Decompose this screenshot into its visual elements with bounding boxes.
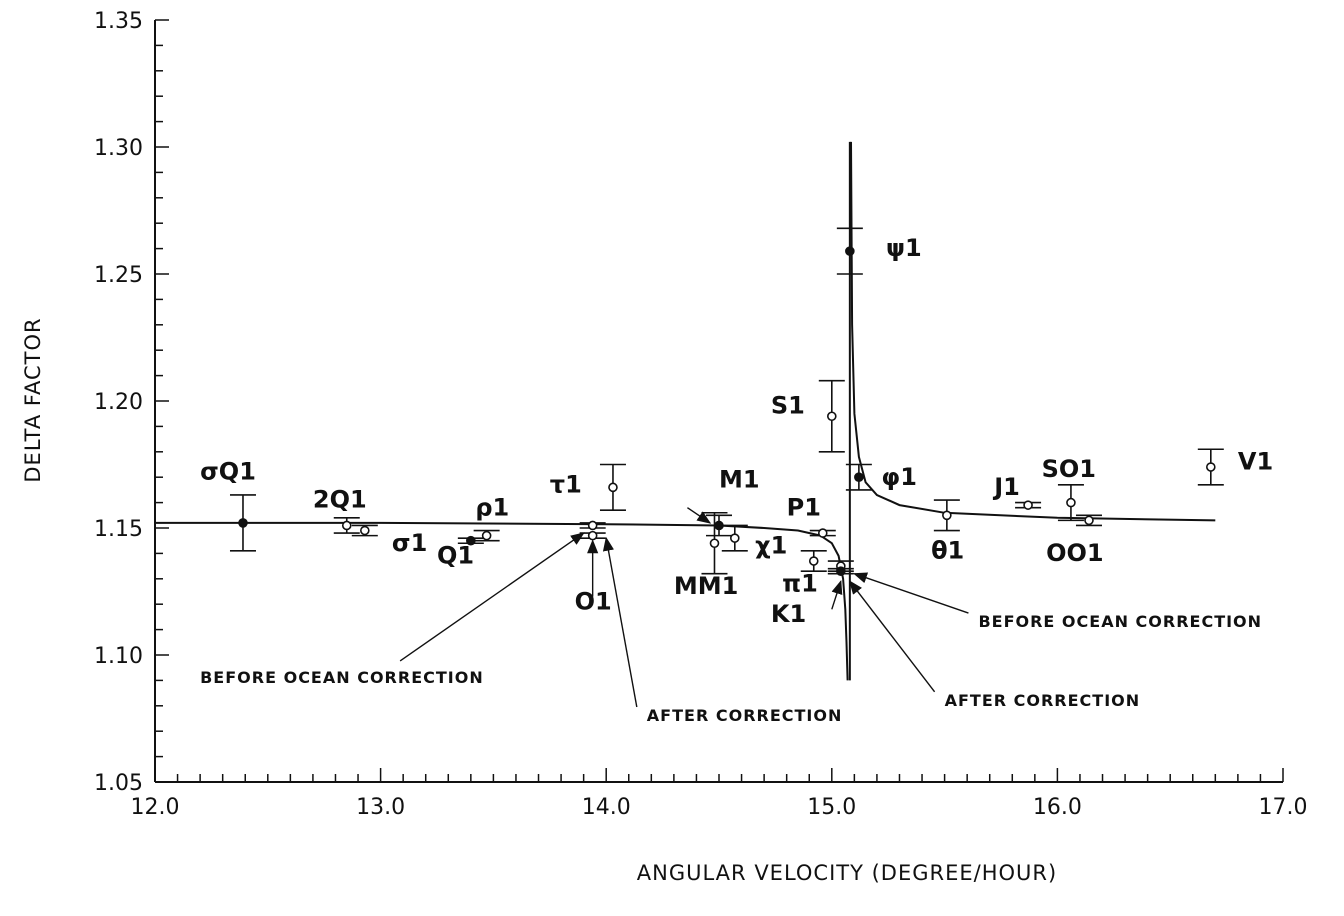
data-point	[808, 556, 819, 566]
x-axis-title: ANGULAR VELOCITY (DEGREE/HOUR)	[637, 861, 1057, 885]
ticks	[154, 19, 1284, 783]
y-tick-label: 1.15	[94, 517, 143, 542]
annotation-arrow	[848, 580, 936, 693]
data-point	[709, 538, 720, 549]
data-point	[1023, 500, 1033, 510]
constituent-label: S1	[771, 392, 805, 420]
data-point	[238, 518, 248, 528]
data-point	[587, 530, 598, 541]
y-tick-label: 1.35	[94, 9, 143, 34]
annotation-arrow	[602, 536, 638, 708]
annotation-label: AFTER CORRECTION	[945, 691, 1141, 710]
constituent-label: Q1	[437, 542, 474, 570]
x-tick-label: 13.0	[356, 795, 405, 820]
constituent-label: φ1	[881, 463, 916, 491]
k1-arrow	[831, 580, 843, 610]
annotation-label: AFTER CORRECTION	[647, 706, 843, 725]
data-point	[341, 520, 352, 531]
x-tick-label: 17.0	[1259, 795, 1308, 820]
data-point	[942, 510, 952, 521]
y-tick-label: 1.20	[94, 390, 143, 415]
y-tick-label: 1.25	[94, 263, 143, 288]
constituent-label: V1	[1238, 448, 1273, 476]
constituent-label: P1	[787, 493, 821, 521]
curve-right-branch	[850, 141, 1216, 522]
constituent-label: 2Q1	[313, 486, 367, 514]
constituent-label: χ1	[755, 531, 787, 559]
data-point	[1084, 515, 1094, 526]
data-point	[845, 246, 855, 256]
m1-arrow	[687, 507, 712, 524]
constituent-label: ψ1	[886, 234, 922, 262]
constituent-label: θ1	[931, 536, 964, 564]
annotations: BEFORE OCEAN CORRECTION AFTER CORRECTION B…	[200, 507, 1262, 725]
annotation-label: BEFORE OCEAN CORRECTION	[200, 668, 484, 687]
data-point	[729, 533, 740, 543]
data-point	[836, 566, 846, 576]
tick-labels: 12.0 13.0 14.0 15.0 16.0 17.0 1.05 1.10 1.15 1.20…	[94, 9, 1307, 820]
constituent-label: SO1	[1042, 455, 1096, 483]
constituent-label: K1	[771, 600, 806, 628]
x-tick-label: 14.0	[582, 795, 631, 820]
y-axis-title: DELTA FACTOR	[21, 317, 45, 482]
y-tick-label: 1.10	[94, 644, 143, 669]
data-point	[587, 520, 598, 531]
constituent-label: π1	[782, 570, 818, 598]
constituent-label: MM1	[674, 572, 738, 600]
annotation-arrow	[853, 572, 969, 614]
data-point	[1066, 497, 1076, 508]
data-point	[360, 525, 370, 536]
annotation-arrow	[399, 532, 585, 662]
data-point	[608, 482, 618, 493]
annotation-label: BEFORE OCEAN CORRECTION	[978, 612, 1262, 631]
constituent-label: σ1	[392, 529, 427, 557]
x-tick-label: 12.0	[131, 795, 180, 820]
constituent-label: ρ1	[475, 493, 509, 521]
constituent-label: σQ1	[200, 458, 256, 486]
y-tick-label: 1.05	[94, 771, 143, 796]
x-tick-label: 16.0	[1033, 795, 1082, 820]
data-point	[817, 528, 828, 538]
y-tick-label: 1.30	[94, 136, 143, 161]
constituent-label: OO1	[1046, 539, 1104, 567]
constituent-label: τ1	[550, 470, 582, 498]
data-point	[854, 472, 864, 483]
data-point	[826, 411, 837, 422]
constituent-label: M1	[719, 465, 760, 493]
x-tick-label: 15.0	[807, 795, 856, 820]
curve-left-branch	[155, 521, 849, 681]
constituent-label: J1	[992, 473, 1020, 501]
data-point	[1206, 462, 1216, 472]
data-point	[481, 530, 492, 541]
data-points	[229, 227, 1224, 576]
